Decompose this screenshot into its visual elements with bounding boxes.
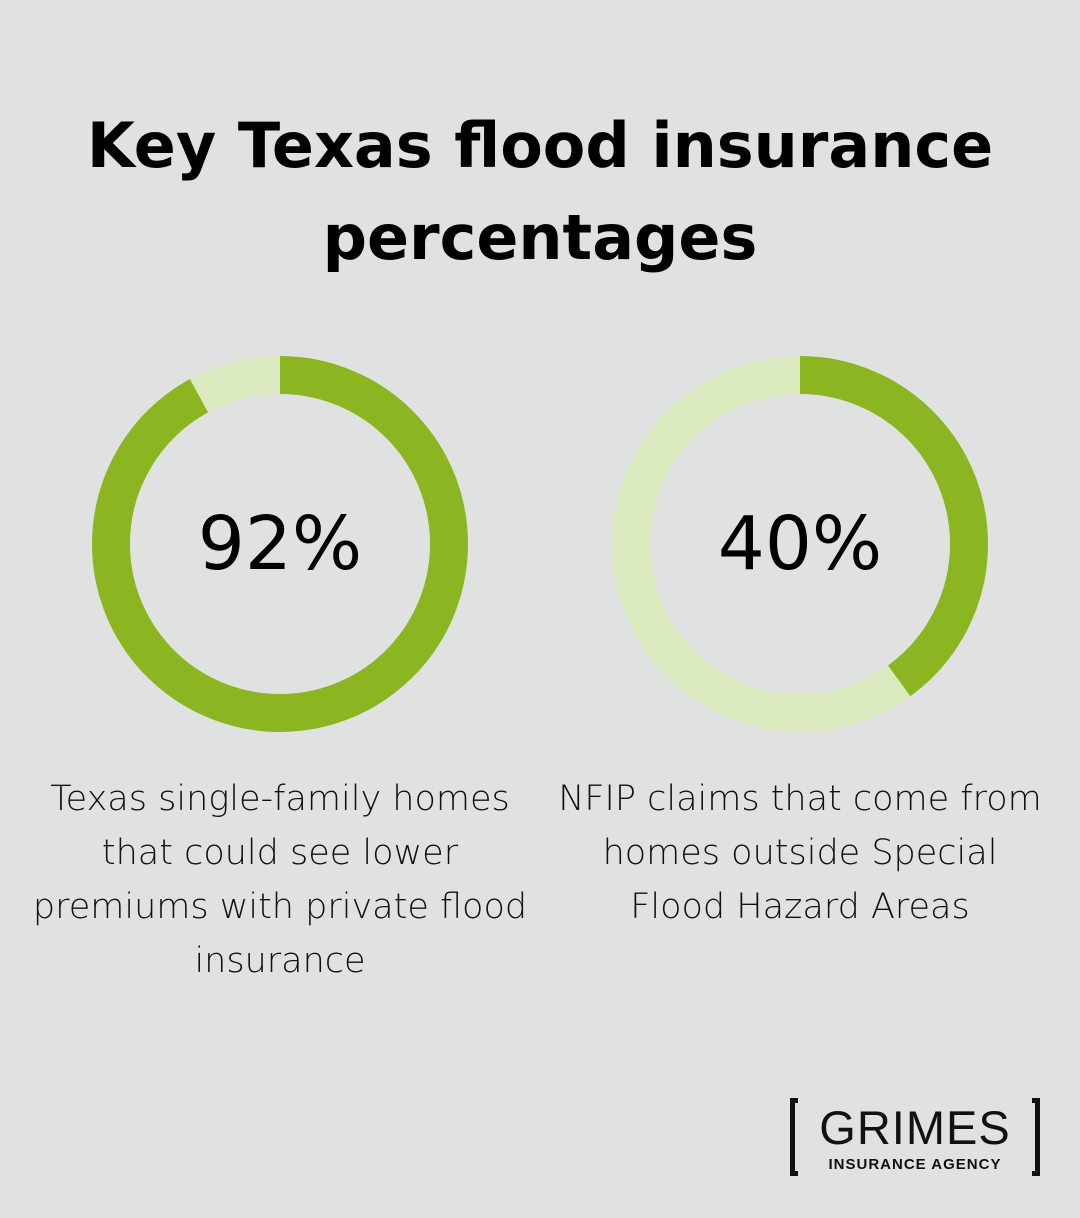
donut-chart-1 (92, 356, 468, 732)
logo-name: GRIMES (819, 1101, 1011, 1154)
stat-2-value: 40% (717, 501, 883, 587)
stat-donut-1: 92% (90, 354, 470, 734)
donut-2-arc (612, 356, 988, 732)
grimes-logo: GRIMES INSURANCE AGENCY (790, 1098, 1040, 1178)
logo-subtitle: INSURANCE AGENCY (828, 1156, 1002, 1173)
page-title: Key Texas flood insurance percentages (86, 109, 994, 274)
logo-bracket-right (1032, 1098, 1040, 1176)
stat-1-value: 92% (197, 501, 363, 587)
donut-chart-2 (612, 356, 988, 732)
stat-1-description: Texas single-family homes that could see… (32, 779, 528, 981)
logo-bracket-left (790, 1098, 798, 1176)
donut-1-arc (92, 356, 468, 732)
stat-2-description: NFIP claims that come from homes outside… (558, 779, 1042, 927)
stat-donut-2: 40% (610, 354, 990, 734)
